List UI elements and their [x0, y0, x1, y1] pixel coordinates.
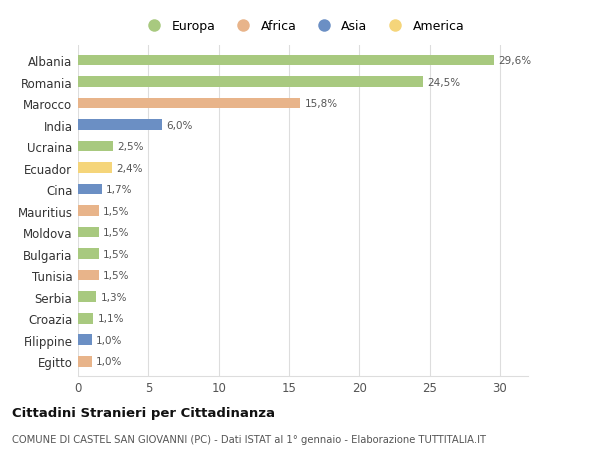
Bar	[78, 291, 96, 302]
Text: 1,1%: 1,1%	[98, 313, 124, 324]
Text: 29,6%: 29,6%	[499, 56, 532, 66]
Text: 24,5%: 24,5%	[427, 78, 460, 87]
Bar	[78, 249, 99, 259]
Bar	[78, 356, 92, 367]
Bar	[78, 185, 102, 195]
Text: 6,0%: 6,0%	[167, 120, 193, 130]
Bar	[78, 206, 99, 217]
Bar	[78, 120, 163, 131]
Text: 1,0%: 1,0%	[96, 356, 122, 366]
Bar	[78, 77, 422, 88]
Bar	[78, 163, 112, 174]
Text: 1,5%: 1,5%	[103, 249, 130, 259]
Text: 15,8%: 15,8%	[304, 99, 338, 109]
Text: 1,5%: 1,5%	[103, 228, 130, 238]
Text: 1,0%: 1,0%	[96, 335, 122, 345]
Text: 2,4%: 2,4%	[116, 163, 142, 173]
Text: Cittadini Stranieri per Cittadinanza: Cittadini Stranieri per Cittadinanza	[12, 406, 275, 419]
Bar	[78, 227, 99, 238]
Bar	[78, 141, 113, 152]
Text: 2,5%: 2,5%	[118, 142, 144, 152]
Bar	[78, 99, 300, 109]
Text: 1,3%: 1,3%	[101, 292, 127, 302]
Text: COMUNE DI CASTEL SAN GIOVANNI (PC) - Dati ISTAT al 1° gennaio - Elaborazione TUT: COMUNE DI CASTEL SAN GIOVANNI (PC) - Dat…	[12, 434, 486, 444]
Text: 1,5%: 1,5%	[103, 270, 130, 280]
Bar	[78, 313, 94, 324]
Text: 1,5%: 1,5%	[103, 206, 130, 216]
Bar	[78, 56, 494, 66]
Text: 1,7%: 1,7%	[106, 185, 133, 195]
Bar	[78, 335, 92, 345]
Bar	[78, 270, 99, 281]
Legend: Europa, Africa, Asia, America: Europa, Africa, Asia, America	[142, 20, 464, 33]
